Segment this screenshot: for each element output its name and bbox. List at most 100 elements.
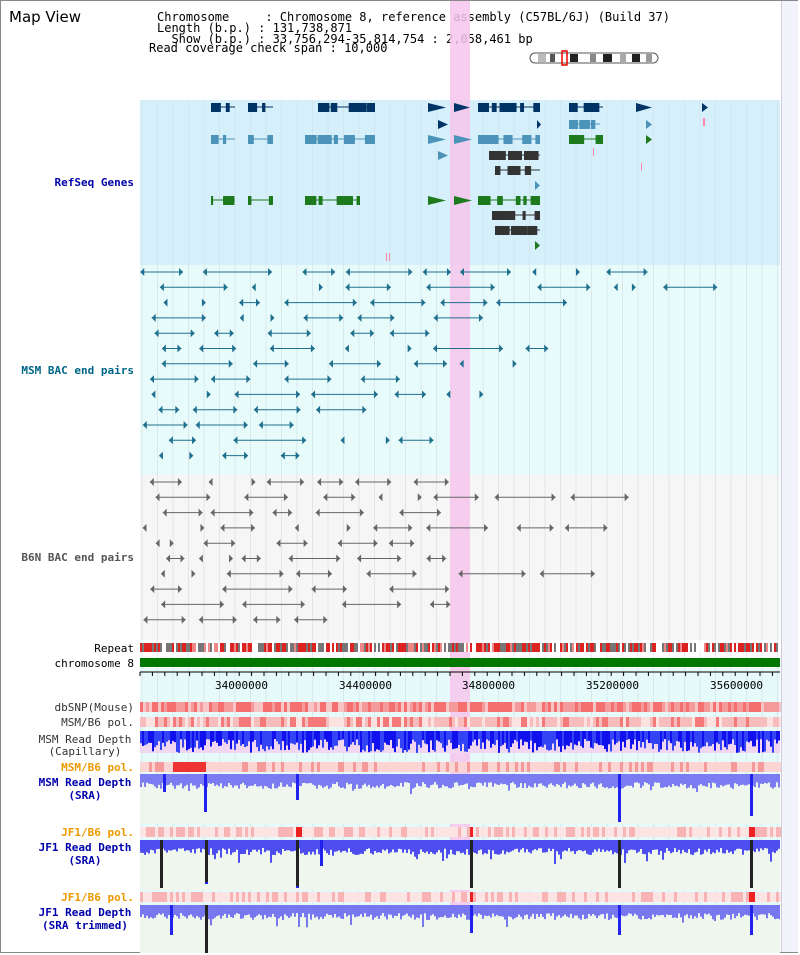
header-length: Length (b.p.) : 131,738,871 bbox=[157, 21, 353, 35]
repeat-segment bbox=[266, 643, 268, 652]
label-msm-bac: MSM BAC end pairs bbox=[21, 364, 134, 377]
msm-cap-depth-bar bbox=[176, 731, 178, 752]
dbsnp-cell bbox=[605, 702, 608, 712]
msm-pol-sra-cell bbox=[692, 762, 695, 772]
jf1-trim-depth-bar bbox=[606, 905, 608, 914]
jf1-sra-depth-bar bbox=[424, 840, 426, 853]
repeat-segment bbox=[176, 643, 178, 652]
vertical-scrollbar[interactable] bbox=[781, 1, 798, 952]
msm-pol-sra-cell bbox=[614, 762, 617, 772]
msm-cap-depth-bar bbox=[330, 731, 332, 748]
b6n-bac-end bbox=[484, 523, 489, 532]
msm-pol-cell bbox=[245, 717, 248, 727]
msm-bac-end bbox=[563, 298, 568, 307]
repeat-segment bbox=[510, 643, 512, 652]
jf1-trim-depth-bar bbox=[452, 905, 454, 914]
jf1-sra-depth-bar bbox=[650, 840, 652, 854]
msm-pol-cell bbox=[335, 717, 338, 727]
repeat-segment bbox=[752, 643, 754, 652]
repeat-segment bbox=[656, 643, 658, 652]
msm-sra-depth-bar bbox=[514, 774, 516, 785]
jf1-trim-depth-bar bbox=[188, 905, 190, 916]
msm-cap-depth-bar bbox=[228, 731, 230, 740]
jf1-pol2-cell bbox=[674, 892, 677, 902]
msm-pol-sra-cell bbox=[251, 762, 254, 772]
msm-bac-end bbox=[663, 283, 668, 292]
msm-sra-depth-bar bbox=[486, 774, 488, 787]
repeat-segment bbox=[276, 643, 278, 652]
repeat-segment bbox=[506, 643, 508, 652]
jf1-trim-depth-bar bbox=[468, 905, 470, 920]
dbsnp-cell bbox=[509, 702, 512, 712]
jf1-trim-depth-bar bbox=[442, 905, 444, 918]
jf1-sra-depth-bar bbox=[146, 840, 148, 853]
msm-pol-sra-cell bbox=[674, 762, 677, 772]
jf1-trim-depth-bar bbox=[700, 905, 702, 917]
jf1-pol-cell bbox=[593, 827, 596, 837]
msm-cap-depth-bar bbox=[506, 731, 508, 749]
jf1-trim-depth-bar bbox=[554, 905, 556, 920]
msm-pol-cell bbox=[734, 717, 737, 727]
jf1-sra-depth-bar bbox=[432, 840, 434, 854]
jf1-pol-cell bbox=[512, 827, 515, 837]
msm-pol-cell bbox=[617, 717, 620, 727]
jf1-sra-depth-bar bbox=[712, 840, 714, 853]
jf1-pol2-cell bbox=[251, 892, 254, 902]
msm-pol-sra-cell bbox=[449, 762, 452, 772]
msm-cap-depth-bar bbox=[660, 731, 662, 750]
dbsnp-cell bbox=[359, 702, 362, 712]
jf1-sra-depth-bar bbox=[722, 840, 724, 854]
jf1-trim-depth-bar bbox=[264, 905, 266, 915]
jf1-pol-cell bbox=[617, 827, 620, 837]
jf1-pol-cell bbox=[281, 827, 284, 837]
jf1-pol-cell bbox=[662, 827, 665, 837]
msm-bac-end bbox=[311, 390, 316, 399]
msm-cap-depth-bar bbox=[554, 731, 556, 751]
msm-pol-sra-cell bbox=[152, 762, 155, 772]
dbsnp-cell bbox=[566, 702, 569, 712]
repeat-segment bbox=[188, 643, 190, 652]
repeat-segment bbox=[332, 643, 334, 652]
repeat-segment bbox=[766, 643, 768, 652]
msm-sra-depth-bar bbox=[248, 774, 250, 787]
msm-sra-depth-bar bbox=[638, 774, 640, 784]
jf1-sra-depth-bar bbox=[762, 840, 764, 851]
jf1-pol-cell bbox=[653, 827, 656, 837]
dbsnp-cell bbox=[317, 702, 320, 712]
msm-pol-cell bbox=[608, 717, 611, 727]
jf1-pol-cell bbox=[428, 827, 431, 837]
jf1-trim-depth-bar bbox=[346, 905, 348, 917]
b6n-bac-end bbox=[387, 478, 392, 486]
jf1-pol2-cell bbox=[284, 892, 287, 902]
gene-exon bbox=[594, 103, 600, 112]
gene-exon bbox=[531, 151, 539, 160]
repeat-segment bbox=[604, 643, 606, 652]
msm-pol-sra-cell bbox=[656, 762, 659, 772]
gene-exon bbox=[535, 181, 540, 190]
msm-sra-depth-bar bbox=[476, 774, 478, 784]
jf1-trim-depth-bar bbox=[714, 905, 716, 922]
msm-pol-cell bbox=[302, 717, 305, 727]
jf1-sra-depth-bar bbox=[630, 840, 632, 850]
b6n-bac-end bbox=[166, 554, 171, 563]
jf1-sra-depth-bar bbox=[364, 840, 366, 852]
jf1-sra-depth-bar bbox=[536, 840, 538, 851]
jf1-pol-cell bbox=[263, 827, 266, 837]
msm-sra-depth-bar bbox=[764, 774, 766, 783]
gene-exon bbox=[489, 151, 506, 160]
jf1-pol2-cell bbox=[692, 892, 695, 902]
dbsnp-cell bbox=[437, 702, 440, 712]
jf1-pol-cell bbox=[545, 827, 548, 837]
msm-cap-depth-bar bbox=[552, 731, 554, 744]
jf1-sra-depth-bar bbox=[302, 840, 304, 853]
repeat-segment bbox=[646, 643, 648, 652]
repeat-segment bbox=[638, 643, 640, 652]
gene-exon bbox=[318, 103, 330, 112]
jf1-trim-depth-bar bbox=[216, 905, 218, 917]
dbsnp-cell bbox=[365, 702, 368, 712]
repeat-segment bbox=[728, 643, 730, 652]
dbsnp-cell bbox=[308, 702, 311, 712]
jf1-pol2-cell bbox=[161, 892, 164, 902]
b6n-bac-end bbox=[232, 615, 237, 624]
